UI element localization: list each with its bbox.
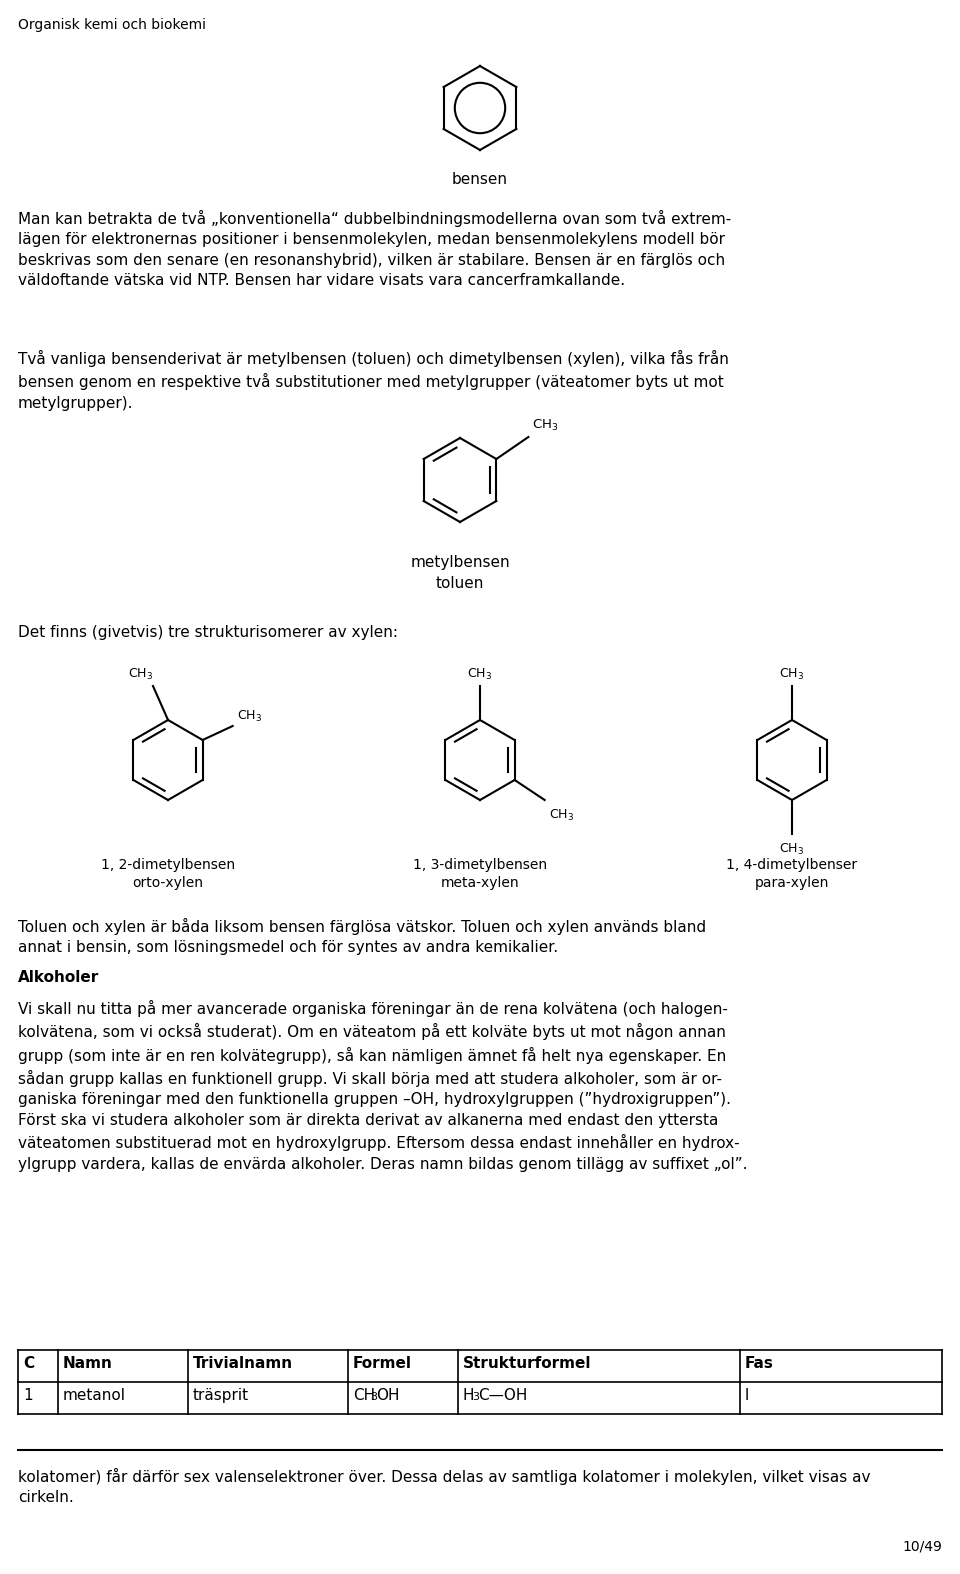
Text: 1, 2-dimetylbensen: 1, 2-dimetylbensen (101, 858, 235, 872)
Text: Toluen och xylen är båda liksom bensen färglösa vätskor. Toluen och xylen använd: Toluen och xylen är båda liksom bensen f… (18, 918, 707, 955)
Text: meta-xylen: meta-xylen (441, 877, 519, 889)
Text: CH$_3$: CH$_3$ (780, 667, 804, 682)
Text: Trivialnamn: Trivialnamn (193, 1355, 293, 1371)
Text: 10/49: 10/49 (902, 1539, 942, 1554)
Text: metylbensen: metylbensen (410, 556, 510, 570)
Text: H: H (463, 1388, 474, 1402)
Text: C: C (23, 1355, 35, 1371)
Text: 3: 3 (370, 1391, 377, 1402)
Text: Namn: Namn (63, 1355, 113, 1371)
Text: 1, 4-dimetylbenser: 1, 4-dimetylbenser (727, 858, 857, 872)
Text: Man kan betrakta de två „konventionella“ dubbelbindningsmodellerna ovan som två : Man kan betrakta de två „konventionella“… (18, 209, 732, 288)
Text: CH$_3$: CH$_3$ (468, 667, 492, 682)
Text: orto-xylen: orto-xylen (132, 877, 204, 889)
Text: metanol: metanol (63, 1388, 126, 1402)
Text: para-xylen: para-xylen (755, 877, 829, 889)
Text: CH$_3$: CH$_3$ (129, 667, 154, 682)
Text: CH$_3$: CH$_3$ (533, 419, 559, 433)
Text: bensen: bensen (452, 172, 508, 187)
Text: Strukturformel: Strukturformel (463, 1355, 591, 1371)
Text: Det finns (givetvis) tre strukturisomerer av xylen:: Det finns (givetvis) tre strukturisomere… (18, 625, 398, 641)
Text: Fas: Fas (745, 1355, 774, 1371)
Text: Två vanliga bensenderivat är metylbensen (toluen) och dimetylbensen (xylen), vil: Två vanliga bensenderivat är metylbensen… (18, 349, 729, 411)
Text: toluen: toluen (436, 576, 484, 590)
Text: 1: 1 (23, 1388, 33, 1402)
Text: Organisk kemi och biokemi: Organisk kemi och biokemi (18, 17, 206, 31)
Text: C—OH: C—OH (478, 1388, 527, 1402)
Text: Alkoholer: Alkoholer (18, 970, 99, 985)
Text: l: l (745, 1388, 749, 1402)
Text: 3: 3 (472, 1391, 479, 1402)
Text: träsprit: träsprit (193, 1388, 250, 1402)
Text: 1, 3-dimetylbensen: 1, 3-dimetylbensen (413, 858, 547, 872)
Text: CH$_3$: CH$_3$ (549, 807, 574, 823)
Text: kolatomer) får därför sex valenselektroner över. Dessa delas av samtliga kolatom: kolatomer) får därför sex valenselektron… (18, 1469, 871, 1505)
Text: CH$_3$: CH$_3$ (237, 708, 262, 724)
Text: CH: CH (353, 1388, 375, 1402)
Text: OH: OH (376, 1388, 399, 1402)
Text: CH$_3$: CH$_3$ (780, 842, 804, 858)
Text: Formel: Formel (353, 1355, 412, 1371)
Text: Vi skall nu titta på mer avancerade organiska föreningar än de rena kolvätena (o: Vi skall nu titta på mer avancerade orga… (18, 999, 748, 1171)
